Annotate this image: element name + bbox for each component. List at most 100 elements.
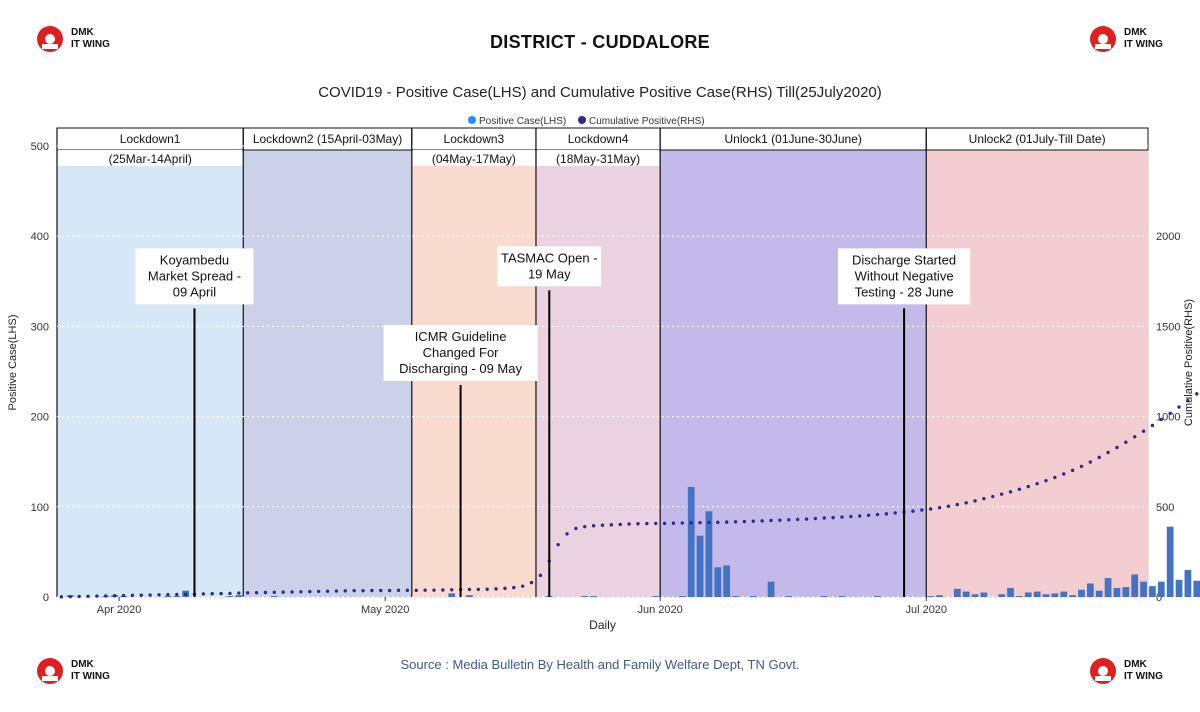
- logo-line1: DMK: [71, 659, 94, 670]
- y2-tick-label: 0: [1156, 592, 1162, 604]
- bar: [785, 596, 793, 597]
- cumulative-point: [423, 588, 427, 592]
- cumulative-point: [112, 594, 117, 598]
- legend-marker-cumulative: [578, 116, 586, 124]
- bar: [1157, 581, 1165, 597]
- bar: [749, 596, 757, 597]
- cumulative-point: [671, 521, 676, 525]
- cumulative-point: [148, 593, 152, 597]
- annotation-text: TASMAC Open -: [501, 250, 598, 265]
- bar: [687, 486, 695, 597]
- cumulative-point: [1088, 460, 1093, 464]
- logo-line2: IT WING: [1124, 39, 1163, 50]
- cumulative-point: [104, 594, 108, 598]
- y-tick-label: 300: [31, 321, 49, 333]
- cumulative-point: [59, 595, 64, 599]
- y2-tick-label: 1000: [1156, 412, 1180, 424]
- cumulative-point: [787, 518, 791, 522]
- cumulative-point: [237, 591, 241, 595]
- cumulative-point: [281, 590, 285, 594]
- bar: [838, 596, 846, 597]
- bar: [1042, 594, 1050, 597]
- cumulative-point: [928, 507, 933, 511]
- logo-line1: DMK: [71, 27, 94, 38]
- bar: [723, 565, 731, 597]
- cumulative-point: [485, 587, 489, 591]
- period-range-bg: [536, 150, 660, 166]
- annotation-text: 09 April: [173, 284, 216, 299]
- y2-tick-label: 1500: [1156, 321, 1180, 333]
- annotation-text: Changed For: [423, 345, 500, 360]
- cumulative-point: [325, 589, 330, 593]
- cumulative-point: [946, 504, 951, 508]
- bar: [678, 596, 686, 597]
- bar: [767, 581, 775, 597]
- cumulative-point: [432, 588, 436, 592]
- cumulative-point: [565, 532, 569, 536]
- bar: [1060, 591, 1068, 597]
- bar: [1113, 587, 1121, 597]
- y-tick-label: 0: [43, 592, 49, 604]
- annotation-text: Without Negative: [855, 268, 954, 283]
- cumulative-point: [512, 585, 516, 590]
- cumulative-point: [822, 516, 826, 520]
- cumulative-point: [618, 522, 622, 527]
- y-axis-title: Positive Case(LHS): [7, 315, 19, 411]
- bar: [448, 593, 456, 597]
- period-label: Unlock2 (01July-Till Date): [969, 132, 1106, 146]
- y2-tick-label: 500: [1156, 502, 1174, 514]
- bar: [1051, 593, 1059, 597]
- cumulative-point: [1035, 482, 1039, 486]
- bar: [971, 594, 979, 597]
- cumulative-point: [77, 594, 81, 599]
- cumulative-point: [228, 591, 232, 596]
- bar: [936, 595, 943, 597]
- annotation-text: 19 May: [528, 266, 571, 281]
- cumulative-point: [724, 520, 729, 524]
- cumulative-point: [361, 588, 365, 593]
- cumulative-point: [183, 592, 188, 596]
- x-axis-title: Daily: [589, 618, 616, 632]
- y-tick-label: 200: [31, 412, 49, 424]
- cumulative-point: [1177, 405, 1181, 409]
- dmk-logo-icon: [37, 658, 63, 684]
- bar: [820, 596, 828, 597]
- cumulative-point: [1186, 398, 1190, 403]
- cumulative-point: [538, 573, 543, 578]
- cumulative-point: [370, 588, 374, 593]
- cumulative-point: [760, 519, 764, 523]
- cumulative-point: [308, 589, 312, 594]
- cumulative-point: [68, 594, 73, 599]
- annotation-box: [497, 246, 602, 287]
- cumulative-point: [254, 590, 259, 595]
- cumulative-point: [405, 588, 410, 593]
- cumulative-point: [1008, 490, 1013, 494]
- y-tick-label: 500: [31, 141, 49, 153]
- bar: [164, 596, 172, 597]
- cumulative-point: [352, 588, 356, 593]
- cumulative-point: [290, 590, 294, 594]
- cumulative-point: [476, 587, 481, 592]
- annotation-text: Koyambedu: [160, 252, 229, 267]
- cumulative-point: [884, 512, 889, 516]
- cumulative-point: [414, 588, 418, 593]
- cumulative-point: [556, 542, 560, 547]
- dmk-logo-icon: [1090, 26, 1116, 52]
- period-band: [57, 150, 244, 597]
- cumulative-point: [95, 594, 99, 598]
- cumulative-point: [982, 496, 986, 501]
- logo-top-left: DMK IT WING: [35, 24, 110, 54]
- cumulative-point: [574, 526, 578, 531]
- cumulative-point: [583, 524, 587, 529]
- cumulative-point: [1159, 417, 1164, 422]
- legend-label-positive: Positive Case(LHS): [479, 116, 566, 127]
- cumulative-point: [609, 523, 614, 527]
- cumulative-point: [334, 589, 339, 593]
- bar: [1149, 586, 1156, 597]
- period-label: Lockdown3: [444, 132, 505, 146]
- cumulative-point: [1150, 423, 1155, 428]
- bar: [1069, 595, 1076, 597]
- logo-line1: DMK: [1124, 659, 1147, 670]
- x-tick-label: Jun 2020: [638, 604, 683, 616]
- cumulative-point: [210, 592, 214, 596]
